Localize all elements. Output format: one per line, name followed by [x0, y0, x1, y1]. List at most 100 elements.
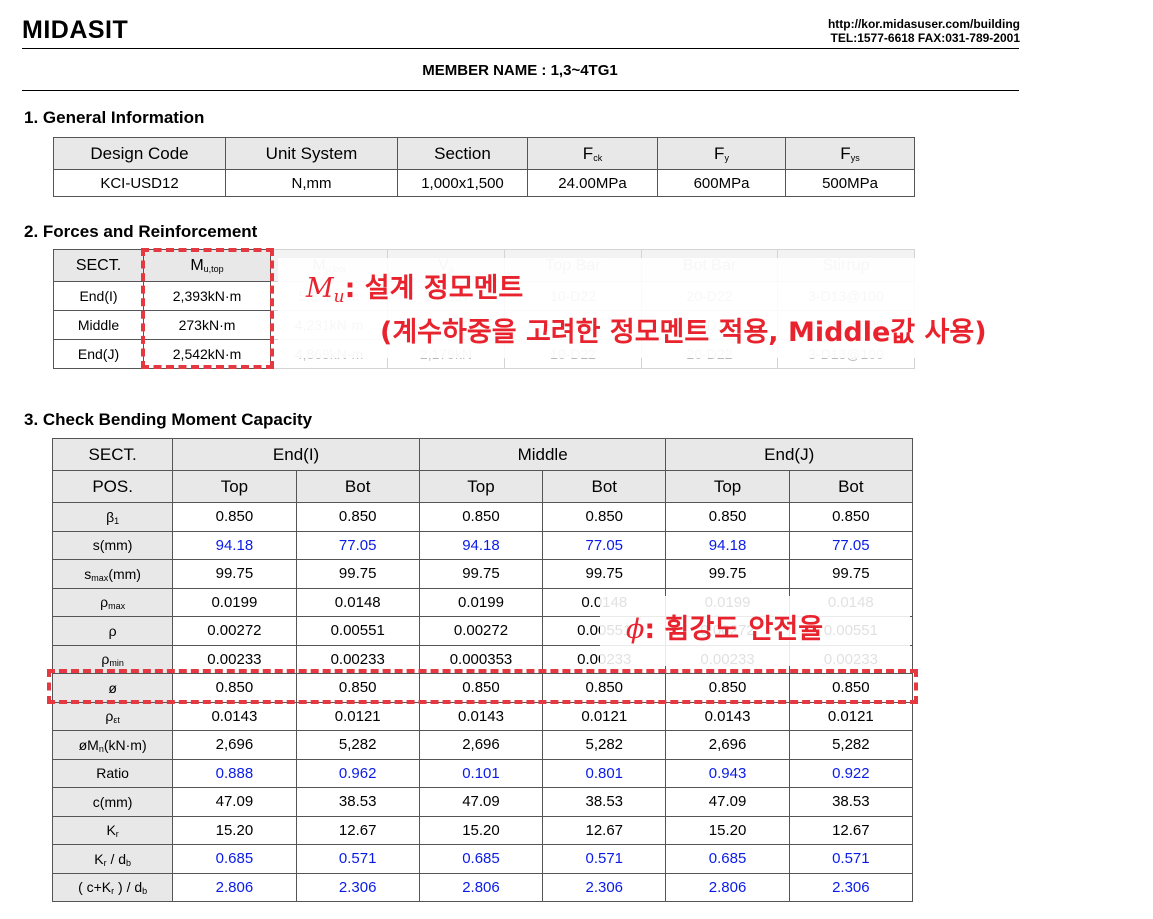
- table-cell: 0.00551: [295, 616, 420, 646]
- row-label: Kr / db: [51, 844, 174, 874]
- table-cell: 0.571: [542, 844, 667, 874]
- table-cell: 77.05: [295, 530, 420, 560]
- table-cell: 47.09: [172, 787, 297, 817]
- table-cell: 99.75: [665, 559, 790, 589]
- table-cell: 0.00272: [418, 616, 544, 646]
- table-cell: 99.75: [295, 559, 420, 589]
- table-cell: 0.0199: [418, 587, 544, 617]
- table-row: Ratio 0.888 0.962 0.101 0.801 0.943 0.922: [51, 758, 914, 788]
- general-info-table: Design Code Unit System Section Fck Fy F…: [53, 137, 915, 197]
- table-cell: 2,696: [418, 730, 544, 760]
- row-label: ρmax: [51, 587, 174, 617]
- row-label: øMn(kN·m): [51, 730, 174, 760]
- table-cell: Middle: [53, 310, 144, 340]
- header-cell: Bot: [295, 470, 420, 503]
- table-row: s(mm) 94.18 77.05 94.18 77.05 94.18 77.05: [51, 530, 914, 560]
- table-cell: 1,000x1,500: [397, 169, 528, 197]
- table-cell: 0.00272: [172, 616, 297, 646]
- table-cell: 0.850: [542, 502, 667, 532]
- table-cell: 2.306: [542, 872, 667, 902]
- header-cell: Fys: [785, 137, 915, 170]
- mu-annotation-line2: (계수하중을 고려한 정모멘트 적용, Middle값 사용): [380, 317, 987, 348]
- table-cell: 99.75: [418, 559, 544, 589]
- table-row: c(mm) 47.09 38.53 47.09 38.53 47.09 38.53: [51, 787, 914, 817]
- table-cell: 2,696: [172, 730, 297, 760]
- table-cell: 5,282: [542, 730, 667, 760]
- header-cell: End(J): [665, 438, 913, 471]
- member-name: MEMBER NAME : 1,3~4TG1: [422, 62, 618, 79]
- section2-title: 2. Forces and Reinforcement: [24, 222, 258, 241]
- row-label: β1: [51, 502, 174, 532]
- table-cell: 0.850: [418, 502, 544, 532]
- table-header-row: POS. Top Bot Top Bot Top Bot: [51, 470, 914, 503]
- table-cell: 2.806: [418, 872, 544, 902]
- row-label: s(mm): [51, 530, 174, 560]
- phone-fax: TEL:1577-6618 FAX:031-789-2001: [830, 31, 1020, 45]
- table-cell: 0.0121: [788, 701, 914, 731]
- table-row: Kr 15.20 12.67 15.20 12.67 15.20 12.67: [51, 815, 914, 845]
- table-cell: 0.850: [172, 502, 297, 532]
- table-cell: 94.18: [418, 530, 544, 560]
- header-cell: Top: [418, 470, 544, 503]
- table-cell: 24.00MPa: [527, 169, 658, 197]
- table-cell: 2,393kN·m: [143, 281, 271, 311]
- table-cell: 600MPa: [657, 169, 786, 197]
- table-cell: 99.75: [542, 559, 667, 589]
- table-cell: 12.67: [788, 815, 914, 845]
- table-row: smax(mm) 99.75 99.75 99.75 99.75 99.75 99.75: [51, 559, 914, 589]
- table-cell: End(J): [53, 339, 144, 369]
- table-row: β1 0.850 0.850 0.850 0.850 0.850 0.850: [51, 502, 914, 532]
- header-cell: Fck: [527, 137, 658, 170]
- table-cell: 12.67: [542, 815, 667, 845]
- table-cell: 2,696: [665, 730, 790, 760]
- table-cell: 5,282: [788, 730, 914, 760]
- header-cell: Unit System: [225, 137, 398, 170]
- table-row: KCI-USD12 N,mm 1,000x1,500 24.00MPa 600M…: [53, 169, 915, 197]
- mu-annotation-line1: Mu: 설계 정모멘트: [306, 273, 524, 307]
- phi-annotation: ϕ: 휨강도 안전율: [626, 614, 824, 645]
- table-cell: End(I): [53, 281, 144, 311]
- table-cell: 0.0121: [295, 701, 420, 731]
- table-cell: 0.922: [788, 758, 914, 788]
- table-cell: 0.943: [665, 758, 790, 788]
- table-cell: 38.53: [788, 787, 914, 817]
- header-cell: Fy: [657, 137, 786, 170]
- table-cell: 38.53: [295, 787, 420, 817]
- mu-highlight-box: [141, 248, 274, 369]
- header-rule: [22, 48, 1019, 49]
- table-cell: 0.0143: [665, 701, 790, 731]
- header-cell: SECT.: [51, 438, 174, 471]
- table-cell: 2.806: [665, 872, 790, 902]
- table-cell: 47.09: [418, 787, 544, 817]
- header-cell: Bot: [788, 470, 914, 503]
- table-cell: 94.18: [665, 530, 790, 560]
- header-cell: Top: [665, 470, 790, 503]
- website-url: http://kor.midasuser.com/building: [827, 17, 1020, 31]
- table-row: ρεt 0.0143 0.0121 0.0143 0.0121 0.0143 0.0121: [51, 701, 914, 731]
- table-cell: 0.850: [788, 673, 914, 703]
- row-label: ρεt: [51, 701, 174, 731]
- header-cell: Bot: [542, 470, 667, 503]
- table-cell: 99.75: [172, 559, 297, 589]
- contact-info: http://kor.midasuser.com/building TEL:15…: [828, 17, 1020, 45]
- row-label: Kr: [51, 815, 174, 845]
- table-cell: 0.685: [418, 844, 544, 874]
- table-cell: 0.685: [172, 844, 297, 874]
- header-cell: End(I): [172, 438, 420, 471]
- header-cell: POS.: [51, 470, 174, 503]
- table-cell: 0.801: [542, 758, 667, 788]
- table-cell: 5,282: [295, 730, 420, 760]
- table-cell: 0.0121: [542, 701, 667, 731]
- table-cell: 0.685: [665, 844, 790, 874]
- header-cell: SECT.: [53, 249, 144, 282]
- phi-highlight-box: [47, 669, 918, 704]
- table-cell: 77.05: [542, 530, 667, 560]
- table-cell: 99.75: [788, 559, 914, 589]
- section1-title: 1. General Information: [24, 108, 205, 127]
- row-label: ρmin: [51, 644, 174, 674]
- bending-capacity-table: SECT. End(I) Middle End(J) POS. Top Bot …: [51, 438, 914, 902]
- header-cell: Middle: [418, 438, 667, 471]
- table-cell: 500MPa: [785, 169, 915, 197]
- table-cell: 94.18: [172, 530, 297, 560]
- brand-logo: MIDASIT: [22, 16, 129, 44]
